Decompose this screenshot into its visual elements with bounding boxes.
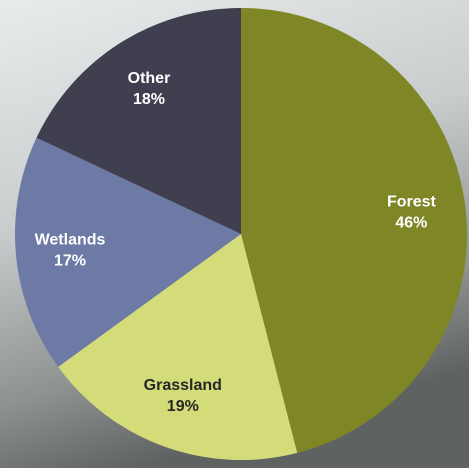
pie: Forest 46% Grassland 19% Wetlands 17% Other 18% [14,8,467,461]
slice-label: Wetlands [35,231,106,248]
slice-label: Other [128,70,171,87]
slice [14,137,241,367]
slice [36,8,241,234]
slice-label: Grassland [144,377,222,394]
slice [241,8,467,453]
slice-value-label: 18% [133,91,165,108]
slice-value-label: 17% [54,252,86,269]
slice-label: Forest [387,194,437,211]
slice [58,234,298,461]
slice-value-label: 46% [395,215,427,232]
slice-value-label: 19% [167,398,199,415]
